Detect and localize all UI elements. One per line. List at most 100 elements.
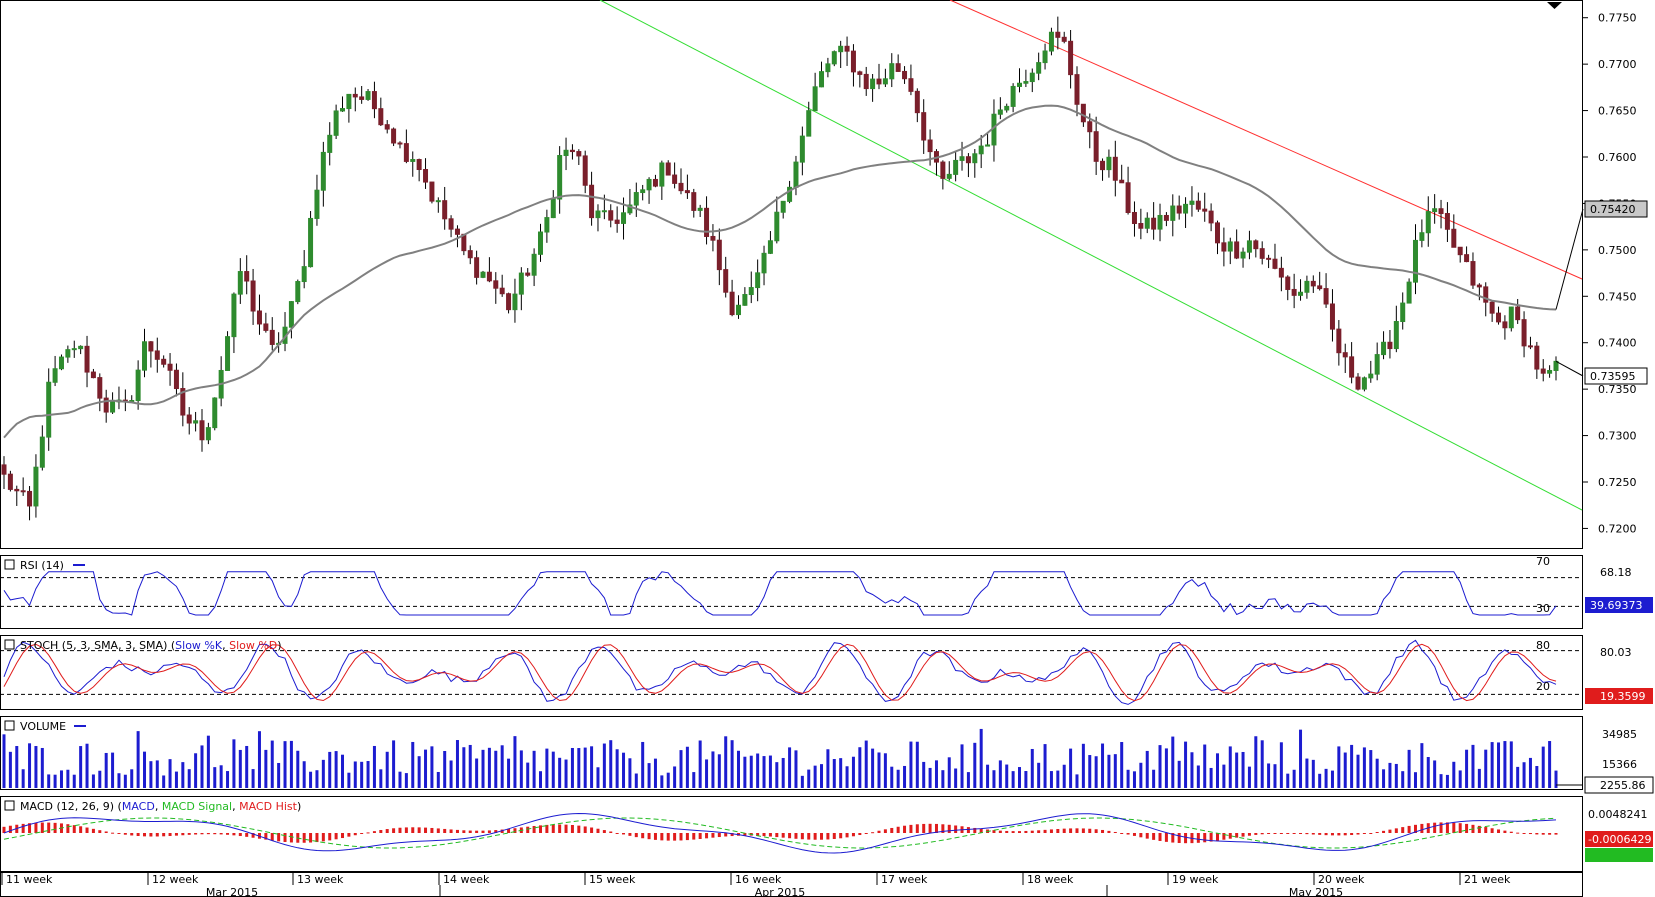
volume-bar [1394,763,1398,788]
volume-axis-label-high: 34985 [1602,728,1637,741]
macd-hist-bar [1011,831,1015,833]
candle-body [1253,240,1259,250]
macd-close-box[interactable] [4,800,15,811]
candle-body [1387,341,1393,350]
volume-bar [526,762,530,788]
volume-bar [1477,768,1481,788]
candle-body [1502,321,1508,329]
macd-hist-bar [104,831,108,833]
volume-bar [762,756,766,788]
rsi-axis-label: 68.18 [1600,566,1632,579]
macd-hist-bar [1356,833,1360,835]
macd-hist-bar [117,833,121,834]
volume-bar [1069,748,1073,788]
macd-hist-bar [1209,833,1213,842]
candle-body [1349,356,1355,378]
volume-bar [500,745,504,788]
candle-body [1061,36,1067,42]
macd-hist-bar [896,826,900,833]
macd-hist-bar [609,831,613,833]
macd-hist-bar [487,830,491,833]
macd-hist-bar [53,822,57,833]
macd-hist-bar [283,833,287,842]
candle-body [295,281,301,303]
macd-hist-bar [711,833,715,838]
macd-hist-bar [309,833,313,843]
volume-bar [890,766,894,788]
stoch-plot [0,639,1582,705]
macd-hist-bar [615,832,619,834]
macd-hist-bar [794,833,798,839]
macd-hist-bar [1484,827,1488,833]
volume-bar [634,773,638,788]
week-label: 21 week [1464,873,1511,886]
candle-body [1393,321,1399,350]
macd-hist-bar [577,825,581,833]
candle-body [1227,241,1233,252]
macd-hist-bar [436,828,440,833]
candle-body [1151,217,1157,230]
candle-body [365,91,371,100]
volume-bar [475,758,479,788]
candle-body [1323,288,1329,305]
volume-bar [411,741,415,788]
volume-close-box[interactable] [4,720,15,731]
week-label: 18 week [1027,873,1074,886]
macd-hist-bar [187,833,191,835]
candle-body [442,200,448,220]
candle-body [870,78,876,90]
volume-bar [647,763,651,788]
candle-body [231,293,237,338]
candle-body [742,294,748,306]
macd-hist-bar [1337,833,1341,836]
stoch-close-box[interactable] [4,639,15,650]
macd-hist-bar [1069,828,1073,833]
volume-bar [615,749,619,788]
macd-hist-bar [551,824,555,833]
macd-hist-bar [1401,827,1405,833]
volume-bar [143,751,147,788]
ma-value-box [1584,200,1648,218]
volume-bar [436,771,440,788]
macd-hist-bar [302,833,306,843]
candle-body [1342,352,1348,358]
macd-hist-bar [1260,833,1264,835]
macd-hist-bar [392,828,396,833]
macd-hist-bar [40,822,44,833]
rsi-close-box[interactable] [4,559,15,570]
candle-body [972,153,978,164]
candle-body [1368,373,1374,379]
macd-last-value: -0.0006429 [1588,833,1651,846]
volume-bar [966,772,970,788]
macd-hist-bar [705,833,709,839]
candle-body [480,271,486,278]
candle-body [1304,280,1310,293]
volume-bar [602,743,606,788]
volume-bar [1420,743,1424,788]
volume-bar [1267,763,1271,788]
candle-body [1100,160,1106,171]
candle-body [193,420,199,424]
month-label: Apr 2015 [755,886,806,897]
week-label: 14 week [443,873,490,886]
week-label: 16 week [735,873,782,886]
volume-bar [519,750,523,788]
candle-body [397,142,403,145]
candle-body [646,178,652,191]
candle-body [1496,312,1502,323]
macd-hist-bar [47,822,51,833]
macd-hist-bar [1215,833,1219,841]
candle-body [946,173,952,179]
stoch-title: STOCH (5, 3, SMA, 3, SMA) [20,639,167,652]
volume-bar [194,753,198,788]
ma-value-connector [1555,208,1584,310]
candle-body [205,427,211,441]
candle-body [1112,156,1118,181]
macd-hist-bar [174,833,178,836]
candle-body [52,368,58,383]
macd-hist-bar [558,824,562,833]
volume-bar [1516,766,1520,788]
volume-bar [947,757,951,788]
macd-hist-bar [1445,822,1449,833]
candle-body [1170,205,1176,221]
